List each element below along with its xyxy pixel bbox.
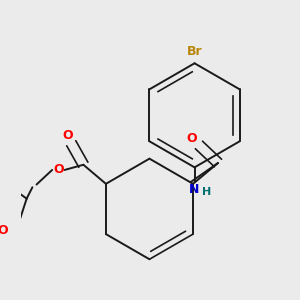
Text: Br: Br: [187, 45, 202, 58]
Text: N: N: [189, 183, 200, 196]
Text: O: O: [53, 164, 64, 176]
Text: O: O: [62, 129, 73, 142]
Text: H: H: [202, 187, 211, 196]
Text: O: O: [0, 224, 8, 237]
Text: O: O: [187, 132, 197, 145]
